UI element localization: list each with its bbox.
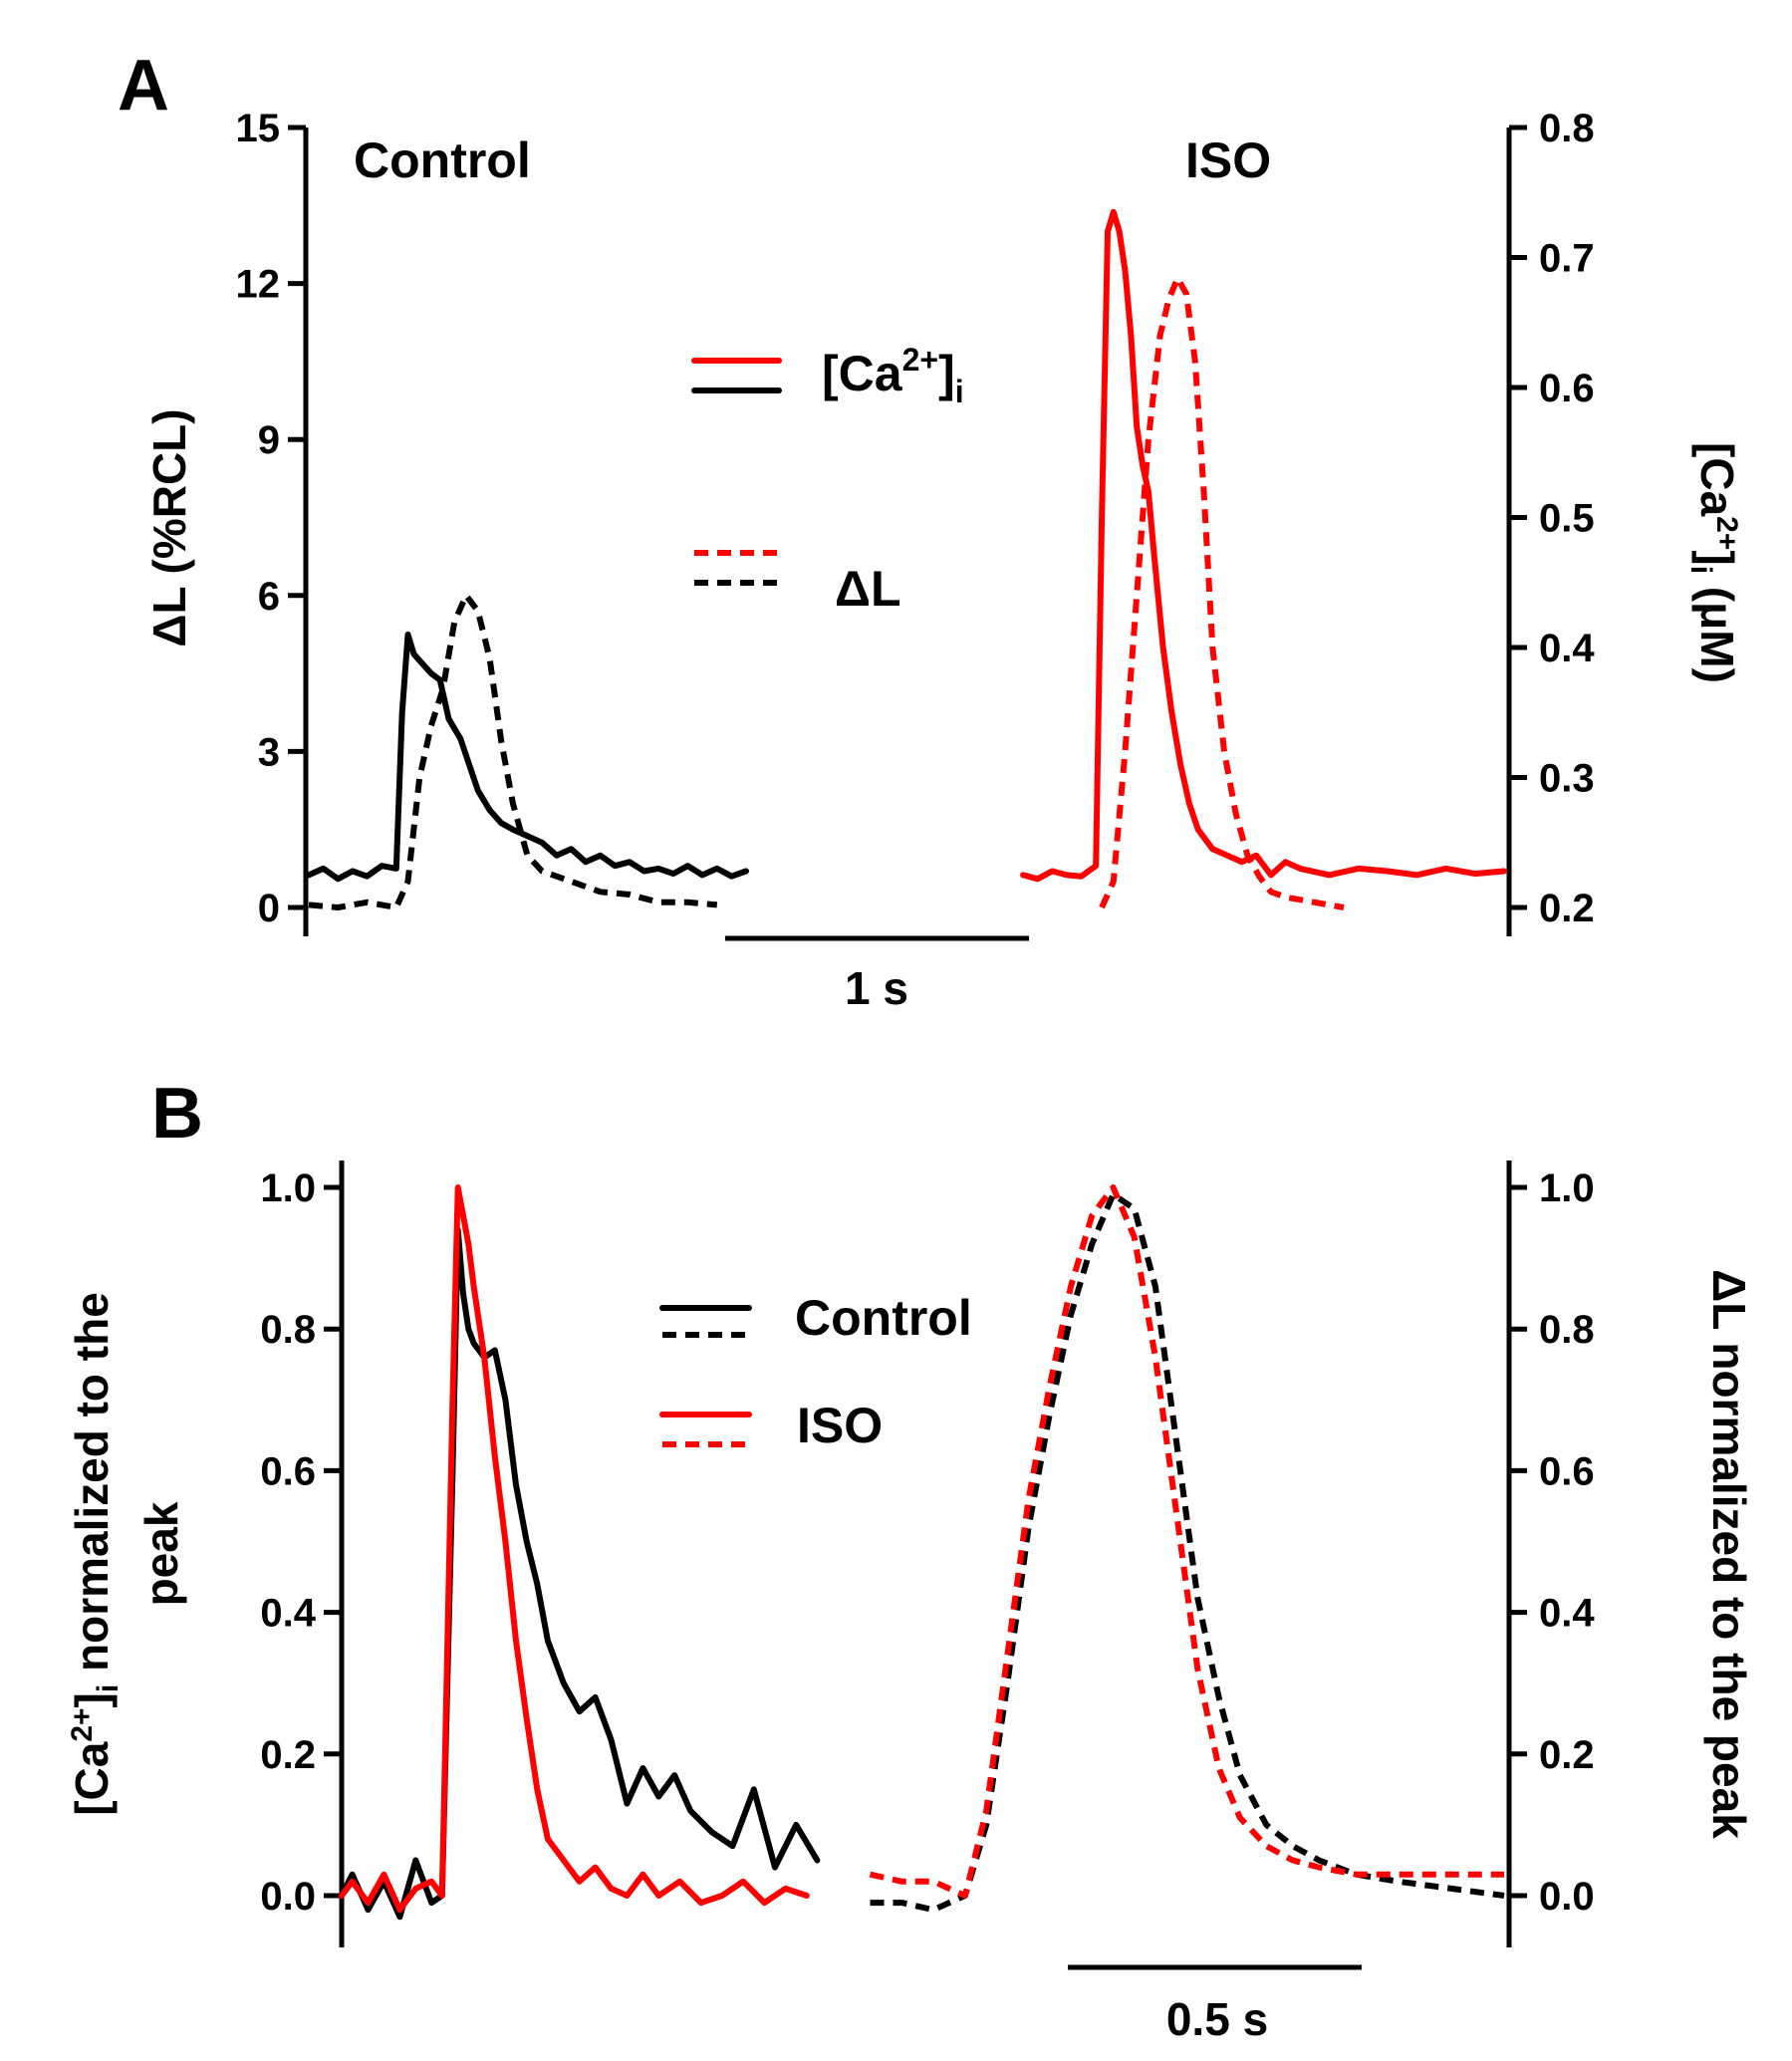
panel-a-traces bbox=[306, 208, 1507, 910]
panel-b-legend-iso-label: ISO bbox=[797, 1398, 883, 1453]
panel-a-left-tick-label-0: 0 bbox=[258, 887, 280, 930]
panel-b-trace-control-ca bbox=[339, 1226, 821, 1921]
panel-b-left-tick-label-0: 0.0 bbox=[260, 1875, 316, 1919]
panel-a-right-tick-label-2: 0.4 bbox=[1539, 627, 1595, 670]
panel-a-legend: [Ca2+]i ΔL bbox=[691, 342, 964, 617]
panel-a-right-tick-label-4: 0.6 bbox=[1539, 367, 1595, 410]
panel-b-legend: Control ISO bbox=[659, 1290, 972, 1453]
panel-b-right-tick-label-5: 1.0 bbox=[1539, 1166, 1595, 1210]
panel-b-left-tick-label-3: 0.6 bbox=[260, 1449, 316, 1493]
panel-a-right-tick-label-5: 0.7 bbox=[1539, 237, 1595, 281]
panel-b-left-axis-label-line1: [Ca2+]i normalized to the bbox=[66, 1292, 125, 1816]
panel-b-left-tick-label-5: 1.0 bbox=[260, 1166, 316, 1210]
panel-a-left-tick-label-5: 15 bbox=[236, 107, 281, 150]
panel-a-right-tick-label-3: 0.5 bbox=[1539, 497, 1595, 541]
panel-a-left-tick-label-1: 3 bbox=[258, 730, 280, 774]
panel-a-right-ticks: 0.2 0.3 0.4 0.5 0.6 0.7 0.8 bbox=[1509, 107, 1595, 930]
panel-b-right-tick-label-4: 0.8 bbox=[1539, 1308, 1595, 1352]
panel-a-left-ticks: 0 3 6 9 12 15 bbox=[236, 107, 306, 930]
panel-a-right-tick-label-1: 0.3 bbox=[1539, 757, 1595, 801]
panel-letter-b: B bbox=[151, 1074, 203, 1154]
panel-b-left-tick-label-4: 0.8 bbox=[260, 1308, 316, 1352]
panel-a: A 0 3 6 9 12 15 0.2 0.3 0.4 0.5 0.6 0.7 0.8 ΔL (%RC… bbox=[118, 46, 1743, 1014]
panel-b-scale-bar-label: 0.5 s bbox=[1166, 1993, 1268, 2045]
panel-a-legend-ca-label: [Ca2+]i bbox=[822, 342, 964, 409]
panel-a-control-label: Control bbox=[354, 132, 531, 188]
panel-a-right-tick-label-0: 0.2 bbox=[1539, 887, 1595, 930]
panel-a-left-tick-label-3: 9 bbox=[258, 418, 280, 462]
panel-a-left-tick-label-2: 6 bbox=[258, 575, 280, 619]
panel-letter-a: A bbox=[118, 46, 169, 126]
panel-b: B 0.00.20.40.60.81.0 0.00.20.40.60.81.0 … bbox=[66, 1074, 1755, 2045]
panel-b-trace-iso-dl bbox=[869, 1184, 1504, 1899]
panel-a-legend-dl-label: ΔL bbox=[835, 561, 900, 617]
panel-b-legend-control-label: Control bbox=[795, 1290, 972, 1346]
panel-b-left-ticks: 0.0 0.2 0.4 0.6 0.8 1.0 bbox=[260, 1166, 342, 1919]
panel-a-left-tick-label-4: 12 bbox=[236, 263, 281, 307]
panel-a-iso-label: ISO bbox=[1185, 132, 1271, 188]
panel-a-trace-control-dl bbox=[308, 592, 718, 910]
panel-a-right-axis-label: [Ca2+]i (μM) bbox=[1684, 442, 1743, 683]
panel-a-trace-control-ca bbox=[306, 632, 749, 883]
panel-b-right-axis-label: ΔL normalized to the peak bbox=[1703, 1269, 1755, 1839]
panel-b-left-tick-label-1: 0.2 bbox=[260, 1733, 316, 1777]
panel-b-trace-iso-ca bbox=[339, 1184, 810, 1914]
panel-b-right-tick-label-0: 0.0 bbox=[1539, 1875, 1595, 1919]
panel-a-scale-bar-label: 1 s bbox=[845, 962, 908, 1014]
panel-b-trace-control-dl bbox=[870, 1191, 1505, 1914]
panel-b-traces bbox=[339, 1184, 1505, 1921]
panel-a-right-tick-label-6: 0.8 bbox=[1539, 107, 1595, 150]
panel-a-left-axis-label: ΔL (%RCL) bbox=[143, 408, 195, 646]
panel-b-right-tick-label-1: 0.2 bbox=[1539, 1733, 1595, 1777]
panel-b-left-axis-label-line2: peak bbox=[135, 1501, 187, 1606]
panel-b-left-tick-label-2: 0.4 bbox=[260, 1592, 316, 1636]
panel-b-right-tick-label-2: 0.4 bbox=[1539, 1592, 1595, 1636]
panel-b-right-tick-label-3: 0.6 bbox=[1539, 1449, 1595, 1493]
panel-a-trace-iso-ca bbox=[1020, 208, 1507, 883]
panel-b-right-ticks: 0.0 0.2 0.4 0.6 0.8 1.0 bbox=[1509, 1166, 1595, 1919]
panel-a-trace-iso-dl bbox=[1099, 275, 1345, 910]
